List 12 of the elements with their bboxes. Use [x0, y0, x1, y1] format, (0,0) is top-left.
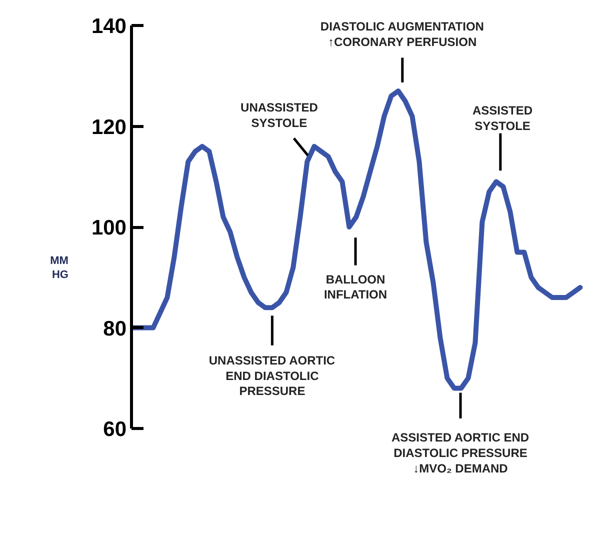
y-tick-label: 100 [91, 216, 127, 240]
y-tick-label: 60 [103, 418, 126, 441]
text: ASSISTED AORTIC END DIASTOLIC PRESSURE ↓MVO₂ DEMAND [391, 430, 530, 476]
y-tick-label: 120 [91, 116, 127, 139]
y-tick-label: 80 [103, 317, 126, 340]
annotation: UNASSISTED SYSTOLE [240, 100, 318, 130]
annotation: ASSISTED SYSTOLE [472, 104, 533, 133]
annotation: BALLOON INFLATION [324, 272, 388, 302]
annotation: DIASTOLIC AUGMENTATION ↑CORONARY PERFUSION [320, 19, 484, 49]
y-axis-title: MM HG [50, 254, 68, 282]
y-tick-label: 140 [91, 15, 127, 38]
annotation: UNASSISTED AORTIC END DIASTOLIC PRESSURE [208, 353, 336, 398]
